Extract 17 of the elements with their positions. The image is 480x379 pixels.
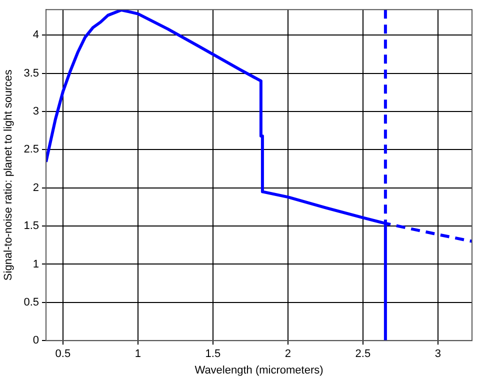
y-tick-label: 2 xyxy=(32,182,39,194)
y-axis-title: Signal-to-noise ratio: planet to light sources xyxy=(2,69,15,281)
y-tick-label: 2.5 xyxy=(24,144,39,156)
x-tick-label: 1 xyxy=(134,348,142,360)
x-axis-title: Wavelength (micrometers) xyxy=(194,364,324,376)
x-tick-label: 0.5 xyxy=(55,348,71,360)
x-tick-label: 3 xyxy=(434,348,442,360)
y-tick-label: 0 xyxy=(32,334,39,347)
y-tick-label: 1 xyxy=(32,258,39,270)
y-tick-label: 4 xyxy=(32,29,39,42)
x-tick-label: 2.5 xyxy=(355,348,371,360)
x-tick-label: 1.5 xyxy=(205,348,221,360)
x-tick-label: 2 xyxy=(284,348,292,360)
y-tick-label: 3.5 xyxy=(24,67,39,80)
y-tick-label: 3 xyxy=(32,106,39,118)
y-tick-label: 0.5 xyxy=(24,296,39,308)
y-tick-label: 1.5 xyxy=(24,220,39,232)
